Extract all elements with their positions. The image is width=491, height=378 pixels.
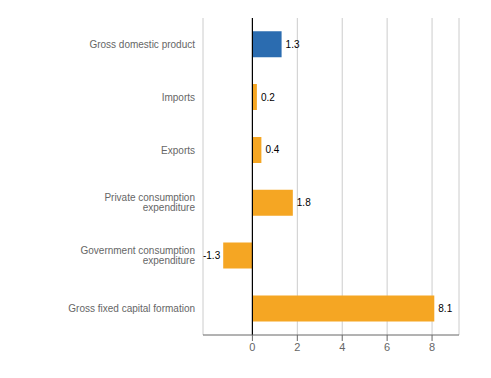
svg-text:8.1: 8.1 [438,303,452,314]
svg-text:-1.3: -1.3 [203,250,221,261]
svg-text:Gross domestic product: Gross domestic product [89,39,195,50]
svg-text:0.4: 0.4 [265,144,279,155]
svg-text:4: 4 [339,341,345,353]
svg-text:Exports: Exports [161,145,195,156]
svg-text:8: 8 [429,341,435,353]
svg-text:1.3: 1.3 [286,39,300,50]
svg-text:6: 6 [384,341,390,353]
svg-text:0: 0 [249,341,255,353]
svg-text:Imports: Imports [162,92,195,103]
svg-text:1.8: 1.8 [297,197,311,208]
svg-text:Government consumptionexpendit: Government consumptionexpenditure [80,245,195,266]
svg-text:Gross fixed capital formation: Gross fixed capital formation [68,303,195,314]
svg-text:0.2: 0.2 [261,92,275,103]
svg-text:Private consumptionexpenditure: Private consumptionexpenditure [104,192,195,213]
svg-text:2: 2 [294,341,300,353]
